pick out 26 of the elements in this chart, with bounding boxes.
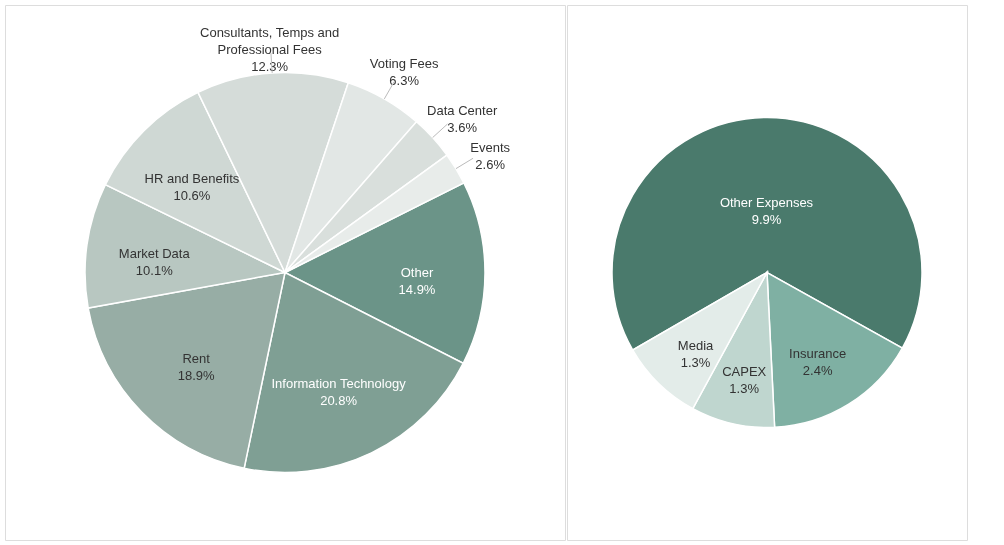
slice-label: Voting Fees — [369, 56, 440, 72]
slice-label: Other — [400, 264, 434, 280]
slice-label: Events — [470, 139, 511, 155]
slice-label: HR and Benefits — [144, 170, 240, 186]
data-label: 14.9% — [398, 281, 436, 297]
data-label: 2.6% — [475, 156, 506, 172]
data-label: 1.3% — [729, 381, 760, 397]
data-label: 9.9% — [751, 211, 782, 227]
slice-label: Consultants, Temps and Professional Fees — [200, 24, 340, 57]
slice-label: Information Technology — [271, 376, 407, 392]
slice-label: Other Expenses — [719, 194, 814, 210]
data-label: 10.1% — [135, 263, 174, 279]
data-label: 20.8% — [320, 393, 358, 409]
slice-label: Rent — [182, 350, 211, 366]
slice-label: Market Data — [118, 246, 191, 262]
data-label: 18.9% — [177, 367, 215, 383]
data-label: 3.6% — [447, 119, 478, 135]
slice-label: Insurance — [789, 346, 847, 362]
data-label: 10.6% — [173, 187, 211, 203]
data-label: 2.4% — [802, 363, 833, 379]
slice-label: Media — [677, 337, 715, 353]
slice-label: Data Center — [427, 102, 498, 118]
data-label: 6.3% — [389, 73, 420, 89]
data-label: 1.3% — [680, 354, 711, 370]
slice-label: CAPEX — [722, 364, 767, 380]
data-label: 12.3% — [251, 58, 289, 74]
